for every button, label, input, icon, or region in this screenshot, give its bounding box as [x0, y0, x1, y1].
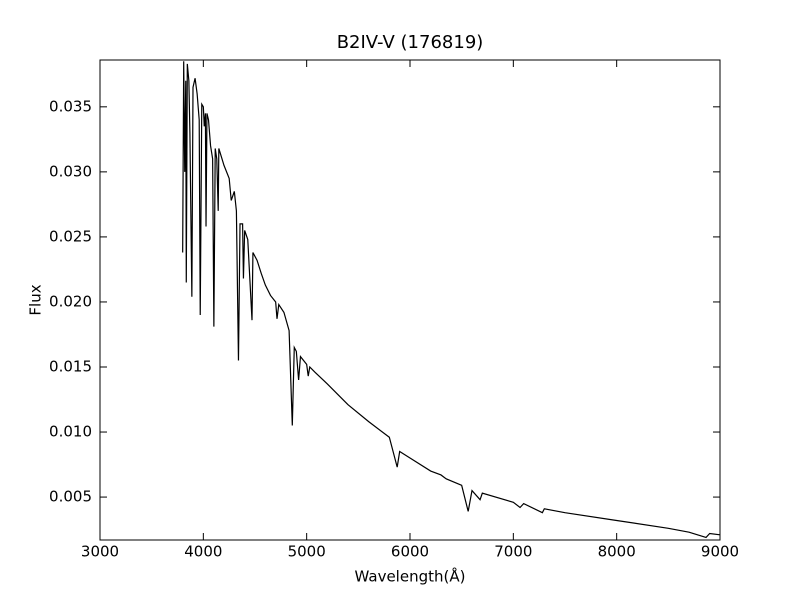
x-tick-label: 3000: [81, 543, 119, 561]
plot-frame: [99, 59, 721, 541]
y-tick-label: 0.030: [49, 162, 92, 180]
y-tick-label: 0.035: [49, 97, 92, 115]
x-tick-label: 8000: [598, 543, 636, 561]
x-tick-label: 7000: [494, 543, 532, 561]
y-tick-label: 0.005: [49, 488, 92, 506]
y-tick-label: 0.020: [49, 292, 92, 310]
x-tick-label: 4000: [184, 543, 222, 561]
x-tick-label: 9000: [701, 543, 739, 561]
y-tick-label: 0.010: [49, 423, 92, 441]
y-axis-label: Flux: [27, 284, 45, 315]
y-tick-label: 0.025: [49, 227, 92, 245]
x-tick-label: 5000: [288, 543, 326, 561]
x-tick-label: 6000: [391, 543, 429, 561]
y-tick-label: 0.015: [49, 357, 92, 375]
spectrum-line: [182, 61, 721, 539]
x-axis-label: Wavelength(Å): [355, 567, 466, 586]
chart-title: B2IV-V (176819): [337, 32, 484, 53]
